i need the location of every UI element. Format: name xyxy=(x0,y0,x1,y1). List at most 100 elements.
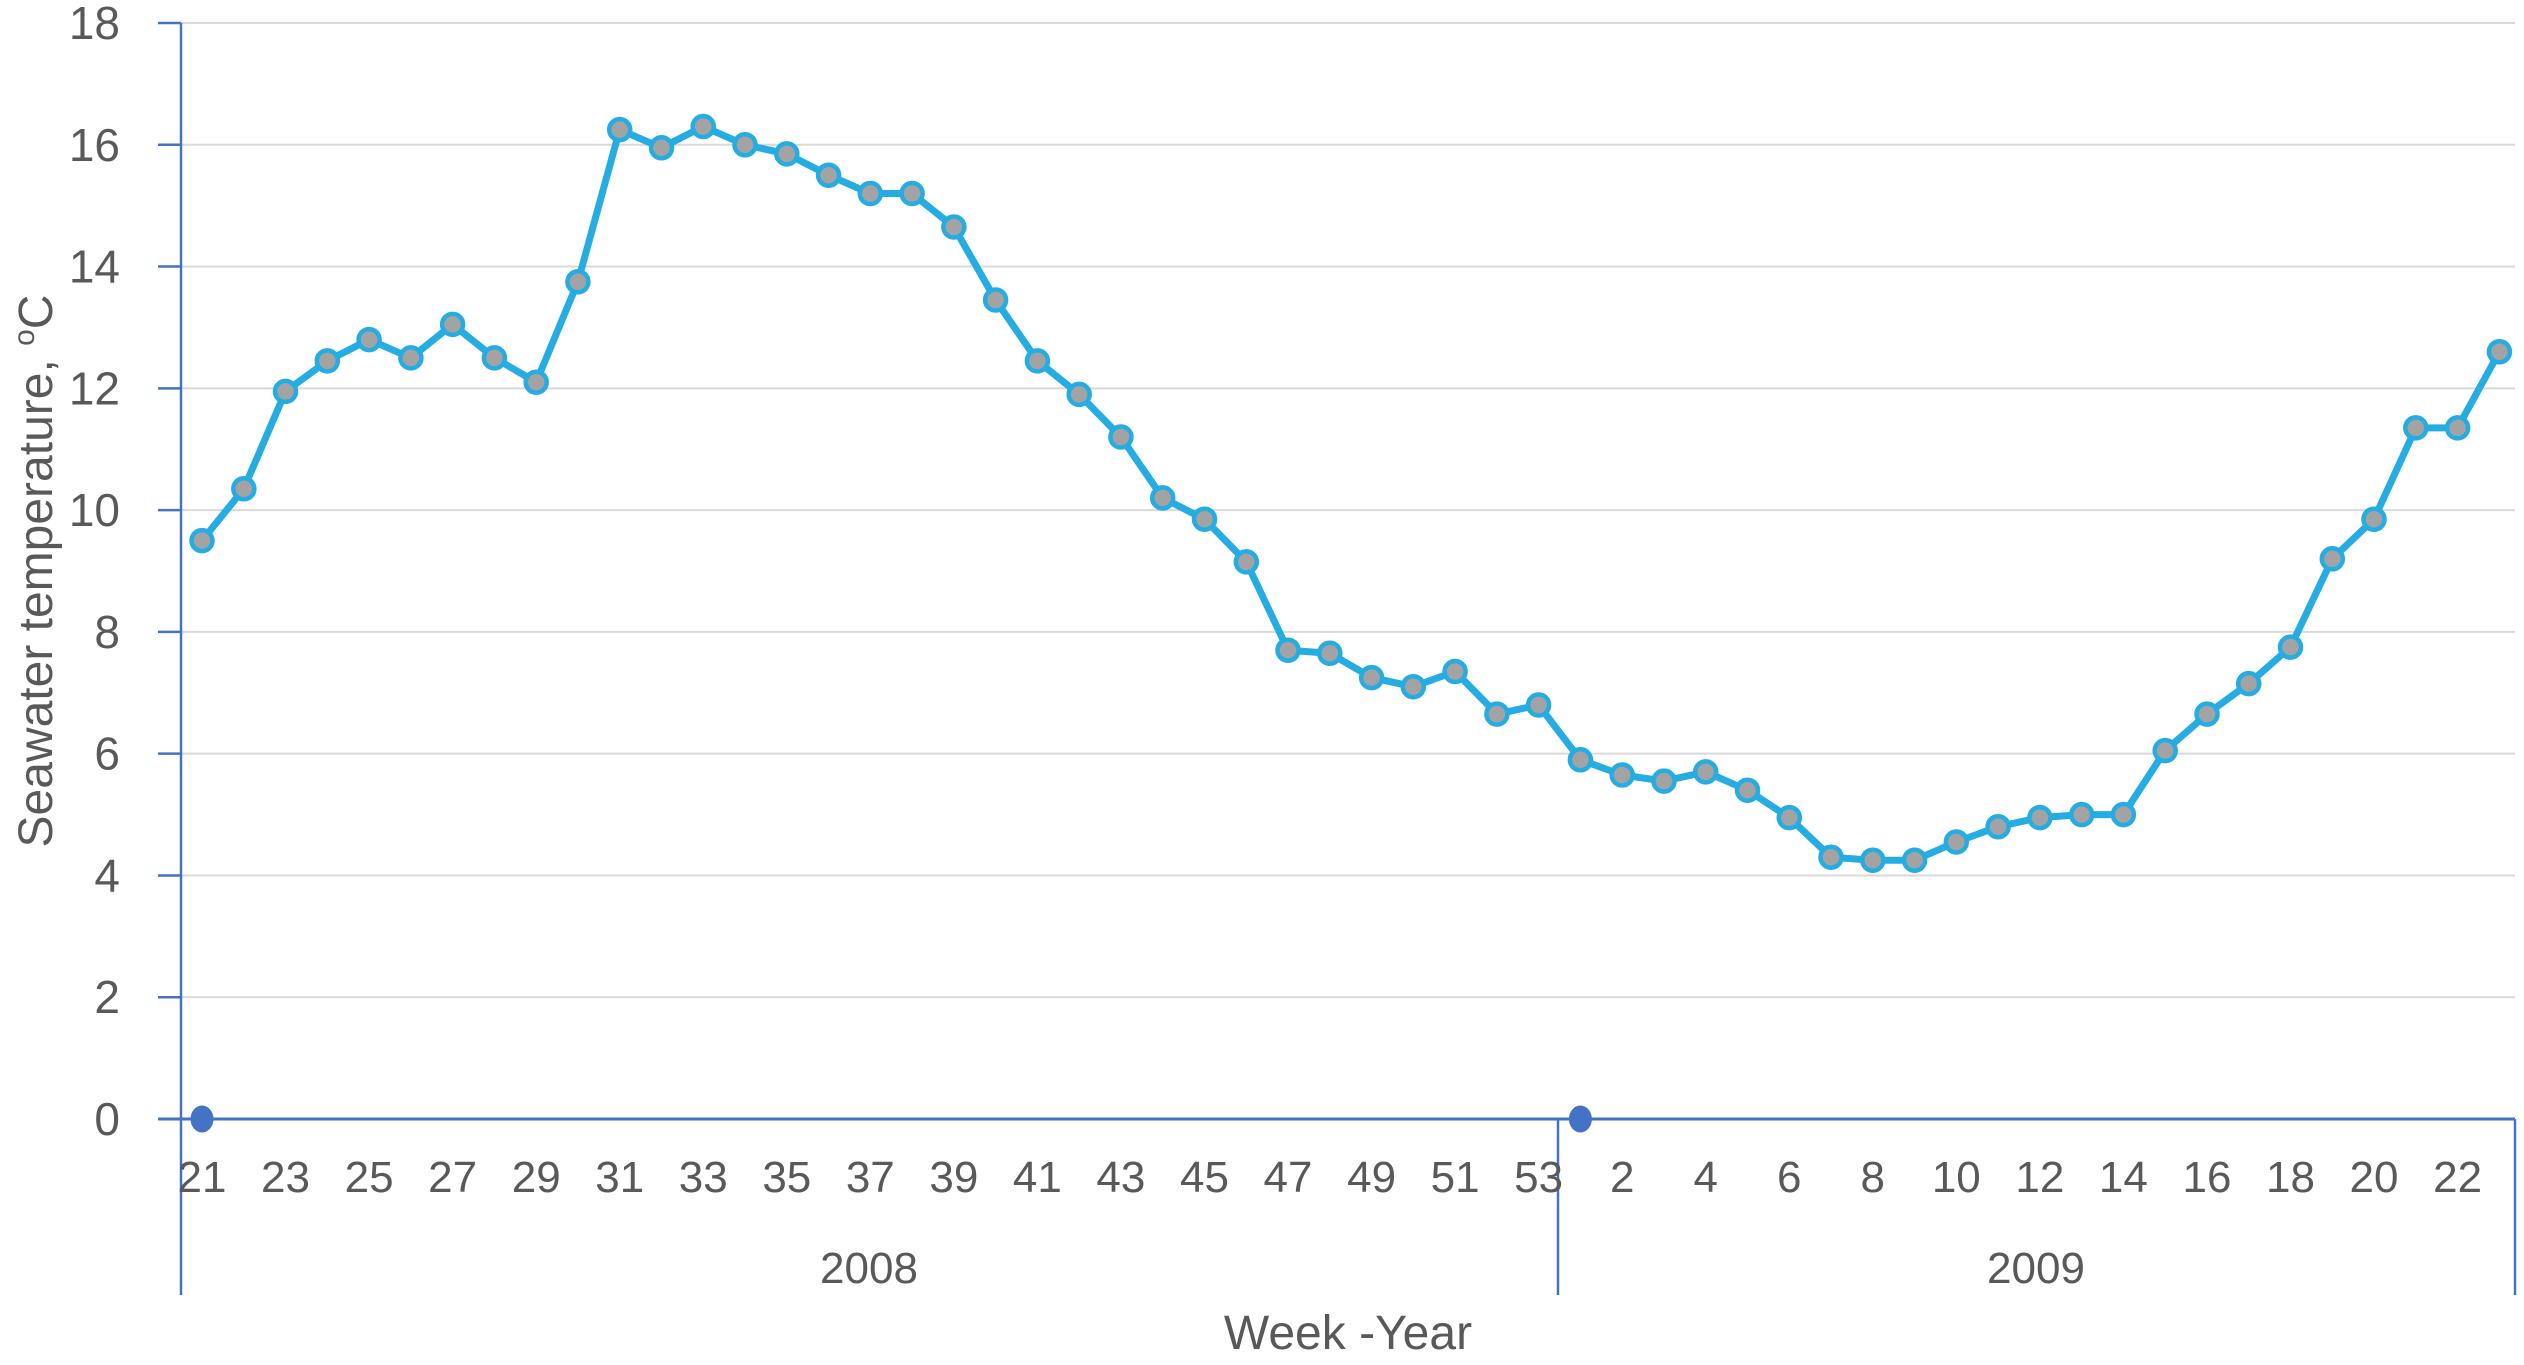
data-point-marker xyxy=(1651,768,1677,794)
data-point-marker xyxy=(314,348,341,374)
year-label-2008: 2008 xyxy=(820,1244,918,1293)
y-tick-label: 2 xyxy=(94,971,120,1023)
data-point-marker xyxy=(2068,801,2095,828)
data-point-marker xyxy=(2361,506,2387,532)
x-tick-label: 4 xyxy=(1693,1153,1717,1202)
x-tick-label: 53 xyxy=(1514,1153,1563,1202)
x-tick-label: 45 xyxy=(1180,1153,1229,1202)
data-point-marker xyxy=(941,214,967,240)
data-point-marker xyxy=(1400,673,1427,700)
x-axis-title: Week -Year xyxy=(1224,1307,1472,1360)
data-point-marker xyxy=(2486,339,2513,365)
data-point-marker xyxy=(690,113,716,140)
data-point-marker xyxy=(1567,747,1594,773)
data-point-marker xyxy=(982,287,1009,313)
data-point-marker xyxy=(732,132,758,158)
data-point-marker xyxy=(1901,847,1928,873)
x-tick-label: 14 xyxy=(2099,1153,2148,1202)
data-point-marker xyxy=(648,135,675,161)
data-point-marker xyxy=(481,345,508,371)
data-point-marker xyxy=(2319,546,2346,572)
x-tick-label: 21 xyxy=(178,1153,227,1202)
data-point-marker xyxy=(1776,804,1803,831)
y-tick-label: 12 xyxy=(69,362,120,414)
data-point-marker xyxy=(231,476,257,502)
data-point-marker xyxy=(815,162,842,188)
x-tick-label: 2 xyxy=(1610,1153,1634,1202)
data-point-marker xyxy=(1275,637,1301,663)
x-tick-label: 35 xyxy=(762,1153,811,1202)
x-tick-label: 29 xyxy=(512,1153,561,1202)
y-axis-title: Seawater temperature, oC xyxy=(8,295,63,848)
data-point-marker xyxy=(1734,777,1761,803)
y-tick-label: 18 xyxy=(69,0,120,49)
x-tick-label: 41 xyxy=(1013,1153,1062,1202)
x-tick-label: 23 xyxy=(261,1153,310,1202)
data-point-marker xyxy=(2277,634,2304,660)
data-point-marker xyxy=(2444,415,2471,441)
data-point-marker xyxy=(523,369,549,395)
y-tick-label: 10 xyxy=(69,484,120,536)
data-point-marker xyxy=(1233,549,1260,575)
y-tick-label: 14 xyxy=(69,241,120,293)
temperature-series xyxy=(189,113,2513,1133)
y-tick-label: 0 xyxy=(94,1093,120,1145)
data-point-marker xyxy=(2152,737,2178,764)
data-point-marker xyxy=(1442,658,1468,685)
x-tick-label: 16 xyxy=(2183,1153,2232,1202)
x-tick-label: 10 xyxy=(1932,1153,1981,1202)
data-point-marker xyxy=(1317,640,1343,666)
data-point-marker xyxy=(1860,847,1886,873)
data-point-marker xyxy=(2110,801,2137,828)
data-point-marker xyxy=(272,378,299,405)
x-tick-label: 25 xyxy=(345,1153,394,1202)
zero-marker xyxy=(1568,1105,1592,1133)
data-point-marker xyxy=(857,180,884,207)
data-point-marker xyxy=(2027,804,2053,831)
data-point-marker xyxy=(1358,664,1385,691)
x-tick-label: 12 xyxy=(2015,1153,2064,1202)
x-tick-label: 43 xyxy=(1096,1153,1145,1202)
x-tick-label: 27 xyxy=(428,1153,477,1202)
x-tick-label: 39 xyxy=(929,1153,978,1202)
gridlines xyxy=(181,21,2515,999)
zero-marker xyxy=(190,1105,214,1133)
data-point-marker xyxy=(1191,506,1218,532)
y-tick-label: 6 xyxy=(94,728,120,780)
x-tick-label: 47 xyxy=(1264,1153,1313,1202)
data-point-marker xyxy=(606,116,633,143)
data-point-marker xyxy=(774,141,800,167)
data-point-marker xyxy=(899,180,925,207)
data-point-marker xyxy=(189,527,215,554)
data-point-marker xyxy=(356,326,382,353)
data-point-marker xyxy=(2194,701,2220,727)
data-point-marker xyxy=(1818,844,1844,870)
x-tick-label: 37 xyxy=(846,1153,895,1202)
x-tick-label: 8 xyxy=(1861,1153,1885,1202)
x-tick-label: 31 xyxy=(595,1153,644,1202)
data-point-marker xyxy=(1484,701,1510,727)
data-point-marker xyxy=(1943,829,1970,855)
y-tick-label: 4 xyxy=(94,849,120,901)
data-point-marker xyxy=(1609,762,1635,788)
tick-labels: 0 2 4 6 8 10 12 14 16 18 21 23 25 27 29 31 33 35 37 39 41 43 4… xyxy=(69,0,2482,1202)
x-tick-label: 33 xyxy=(679,1153,728,1202)
data-point-marker xyxy=(565,269,591,295)
x-tick-label: 51 xyxy=(1431,1153,1480,1202)
x-tick-label: 6 xyxy=(1777,1153,1801,1202)
data-point-marker xyxy=(1525,692,1552,718)
data-point-marker xyxy=(2403,415,2429,441)
data-point-marker xyxy=(1692,759,1719,785)
x-tick-label: 22 xyxy=(2433,1153,2482,1202)
data-point-marker xyxy=(1108,424,1134,450)
y-tick-label: 8 xyxy=(94,606,120,658)
x-tick-label: 18 xyxy=(2266,1153,2315,1202)
data-point-marker xyxy=(439,311,466,338)
data-point-marker xyxy=(1066,381,1092,408)
data-point-marker xyxy=(2235,670,2262,697)
year-label-2009: 2009 xyxy=(1987,1244,2085,1293)
data-point-marker xyxy=(1149,485,1176,511)
axes xyxy=(158,21,2517,1295)
